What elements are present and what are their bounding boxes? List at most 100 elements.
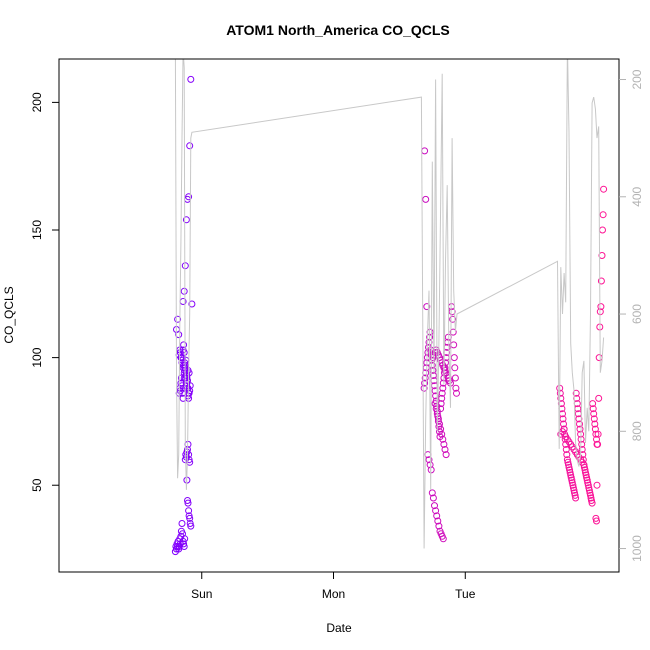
data-point [433, 512, 441, 520]
data-point [175, 331, 183, 339]
data-point [185, 193, 193, 201]
data-point [176, 349, 184, 356]
data-point [452, 384, 460, 392]
data-point [563, 456, 571, 464]
data-point [181, 262, 189, 270]
data-point [453, 389, 460, 397]
data-point [435, 522, 443, 530]
right-y-tick-label: 800 [630, 421, 644, 441]
data-point [556, 389, 564, 397]
data-point [420, 384, 428, 392]
data-point [187, 75, 195, 83]
data-point [174, 315, 182, 323]
data-point [438, 430, 446, 438]
data-point [421, 147, 429, 155]
data-point [597, 303, 605, 311]
data-point [588, 497, 595, 504]
data-point [566, 466, 574, 474]
y-axis-left: 50 100 150 200 [30, 92, 59, 492]
data-point [594, 430, 602, 438]
data-point [432, 507, 440, 515]
right-y-tick-label: 1000 [630, 535, 644, 562]
data-point [590, 415, 598, 423]
data-point [572, 389, 580, 397]
data-point [578, 446, 586, 453]
data-point [439, 435, 447, 443]
data-point [439, 379, 447, 387]
x-axis-label: Date [326, 621, 352, 635]
chart-title: ATOM1 North_America CO_QCLS [226, 22, 450, 38]
x-tick-label: Mon [322, 587, 345, 601]
data-point [421, 374, 429, 382]
data-point [184, 384, 191, 392]
data-point [422, 195, 430, 203]
data-point [182, 216, 190, 224]
data-point [559, 415, 567, 423]
data-point [180, 287, 188, 295]
data-point [186, 520, 194, 527]
data-point [584, 481, 592, 489]
data-point [451, 364, 459, 372]
data-point [439, 384, 447, 392]
data-point [421, 379, 429, 387]
data-point [583, 476, 591, 484]
data-point [568, 476, 576, 484]
data-point [429, 494, 437, 502]
x-tick-label: Tue [455, 587, 476, 601]
data-point [186, 458, 194, 466]
x-tick-label: Sun [191, 587, 212, 601]
data-point [599, 226, 606, 234]
data-point [450, 354, 458, 362]
x-axis: Sun Mon Tue [191, 572, 476, 601]
data-point [581, 466, 589, 474]
right-y-tick-label: 600 [630, 304, 644, 324]
data-point [434, 517, 442, 525]
data-point [587, 491, 594, 499]
data-point [590, 410, 598, 418]
data-point [567, 471, 575, 479]
data-point [441, 446, 449, 453]
data-point [557, 394, 565, 402]
plot-marks [171, 59, 608, 556]
data-point [570, 486, 578, 494]
data-point [591, 420, 599, 428]
data-point [431, 502, 438, 510]
data-point [593, 517, 600, 525]
data-point [580, 461, 588, 469]
data-point [589, 405, 597, 413]
data-point [565, 461, 572, 469]
plot-area [171, 59, 608, 556]
data-point [184, 499, 192, 507]
data-point [599, 211, 607, 219]
data-point [184, 497, 191, 504]
data-point [434, 415, 442, 423]
data-point [594, 440, 602, 448]
data-point [438, 389, 446, 397]
data-point [578, 440, 586, 448]
data-point [585, 486, 593, 494]
data-point [186, 142, 194, 150]
data-point [595, 354, 603, 362]
data-point [425, 456, 433, 464]
data-point [178, 520, 186, 527]
data-point [182, 379, 190, 387]
data-point [180, 543, 188, 550]
data-point [598, 252, 606, 259]
y-axis-label: CO_QCLS [2, 286, 16, 343]
data-point [428, 489, 436, 497]
data-point [180, 540, 188, 548]
data-point [440, 440, 448, 448]
plot-frame [58, 58, 620, 573]
y-tick-label: 150 [30, 220, 44, 240]
data-point [569, 481, 577, 489]
data-point [562, 446, 570, 453]
y-tick-label: 100 [30, 347, 44, 367]
data-point [442, 451, 450, 459]
data-point [432, 405, 440, 413]
data-point [451, 374, 459, 382]
data-point [436, 420, 443, 428]
data-point [593, 481, 601, 489]
data-point [186, 514, 194, 522]
data-point [582, 471, 590, 479]
y-axis-right: 200 400 600 800 1000 [619, 69, 644, 562]
